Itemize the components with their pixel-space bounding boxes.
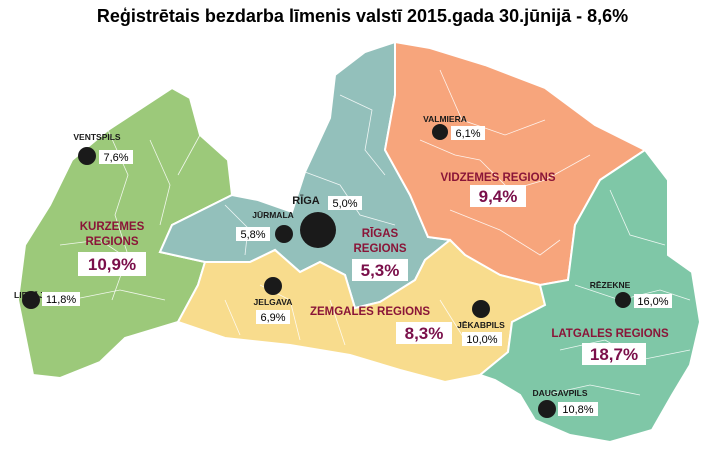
city-rate-riga: 5,0% — [332, 198, 357, 210]
city-marker-valmiera — [432, 124, 448, 140]
city-rate-jelgava: 6,9% — [260, 312, 285, 324]
city-liepaja[interactable]: LIEPĀJA 11,8% — [14, 290, 80, 309]
city-name-jurmala: JŪRMALA — [252, 210, 294, 220]
city-jekabpils[interactable]: JĒKABPILS 10,0% — [457, 300, 505, 346]
city-marker-rezekne — [615, 292, 631, 308]
city-riga[interactable]: RĪGA 5,0% — [292, 195, 362, 248]
region-latgale[interactable] — [477, 148, 702, 444]
city-rate-daugavpils: 10,8% — [562, 404, 593, 416]
region-rate-vidzeme: 9,4% — [479, 187, 518, 206]
city-jurmala[interactable]: JŪRMALA 5,8% — [236, 210, 294, 243]
city-name-ventspils: VENTSPILS — [73, 132, 121, 142]
map-title: Reģistrētais bezdarba līmenis valstī 201… — [96, 6, 629, 26]
city-name-rezekne: RĒZEKNE — [590, 280, 631, 290]
city-ventspils[interactable]: VENTSPILS 7,6% — [73, 132, 133, 165]
city-marker-jelgava — [264, 277, 282, 295]
city-rate-jekabpils: 10,0% — [466, 334, 497, 346]
region-rate-kurzeme: 10,9% — [88, 255, 136, 274]
city-marker-riga — [300, 212, 336, 248]
region-label-kurzeme: KURZEMES REGIONS 10,9% — [78, 221, 146, 276]
city-name-riga: RĪGA — [292, 195, 320, 207]
region-zemgale[interactable] — [176, 238, 547, 384]
city-name-jelgava: JELGAVA — [254, 297, 293, 307]
city-marker-daugavpils — [538, 400, 556, 418]
city-name-valmiera: VALMIERA — [423, 114, 467, 124]
city-marker-jurmala — [275, 225, 293, 243]
region-label-zemgale: ZEMGALES REGIONS 8,3% — [310, 306, 452, 344]
region-name-riga-line1: RĪGAS — [362, 228, 399, 240]
region-name-latgale: LATGALES REGIONS — [551, 328, 669, 340]
region-name-kurzeme-line1: KURZEMES — [80, 221, 145, 233]
region-rate-riga: 5,3% — [361, 261, 400, 280]
city-rate-valmiera: 6,1% — [455, 128, 480, 140]
region-label-riga: RĪGAS REGIONS 5,3% — [352, 228, 408, 281]
city-daugavpils[interactable]: DAUGAVPILS 10,8% — [532, 388, 598, 418]
region-rate-zemgale: 8,3% — [405, 324, 444, 343]
region-name-zemgale: ZEMGALES REGIONS — [310, 306, 430, 318]
city-rate-rezekne: 16,0% — [637, 296, 668, 308]
city-name-jekabpils: JĒKABPILS — [457, 320, 505, 330]
city-rate-jurmala: 5,8% — [240, 229, 265, 241]
city-name-daugavpils: DAUGAVPILS — [532, 388, 587, 398]
city-marker-jekabpils — [472, 300, 490, 318]
region-rate-latgale: 18,7% — [590, 345, 638, 364]
city-rezekne[interactable]: RĒZEKNE 16,0% — [590, 280, 672, 308]
city-jelgava[interactable]: JELGAVA 6,9% — [254, 277, 293, 324]
city-marker-ventspils — [78, 147, 96, 165]
city-rate-ventspils: 7,6% — [103, 152, 128, 164]
city-marker-liepaja — [22, 291, 40, 309]
region-label-vidzeme: VIDZEMES REGIONS 9,4% — [440, 172, 556, 207]
region-name-vidzeme: VIDZEMES REGIONS — [440, 172, 555, 184]
city-rate-liepaja: 11,8% — [46, 294, 77, 306]
city-valmiera[interactable]: VALMIERA 6,1% — [423, 114, 485, 140]
region-name-riga-line2: REGIONS — [353, 243, 406, 255]
region-label-latgale: LATGALES REGIONS 18,7% — [551, 328, 669, 365]
region-name-kurzeme-line2: REGIONS — [85, 236, 138, 248]
